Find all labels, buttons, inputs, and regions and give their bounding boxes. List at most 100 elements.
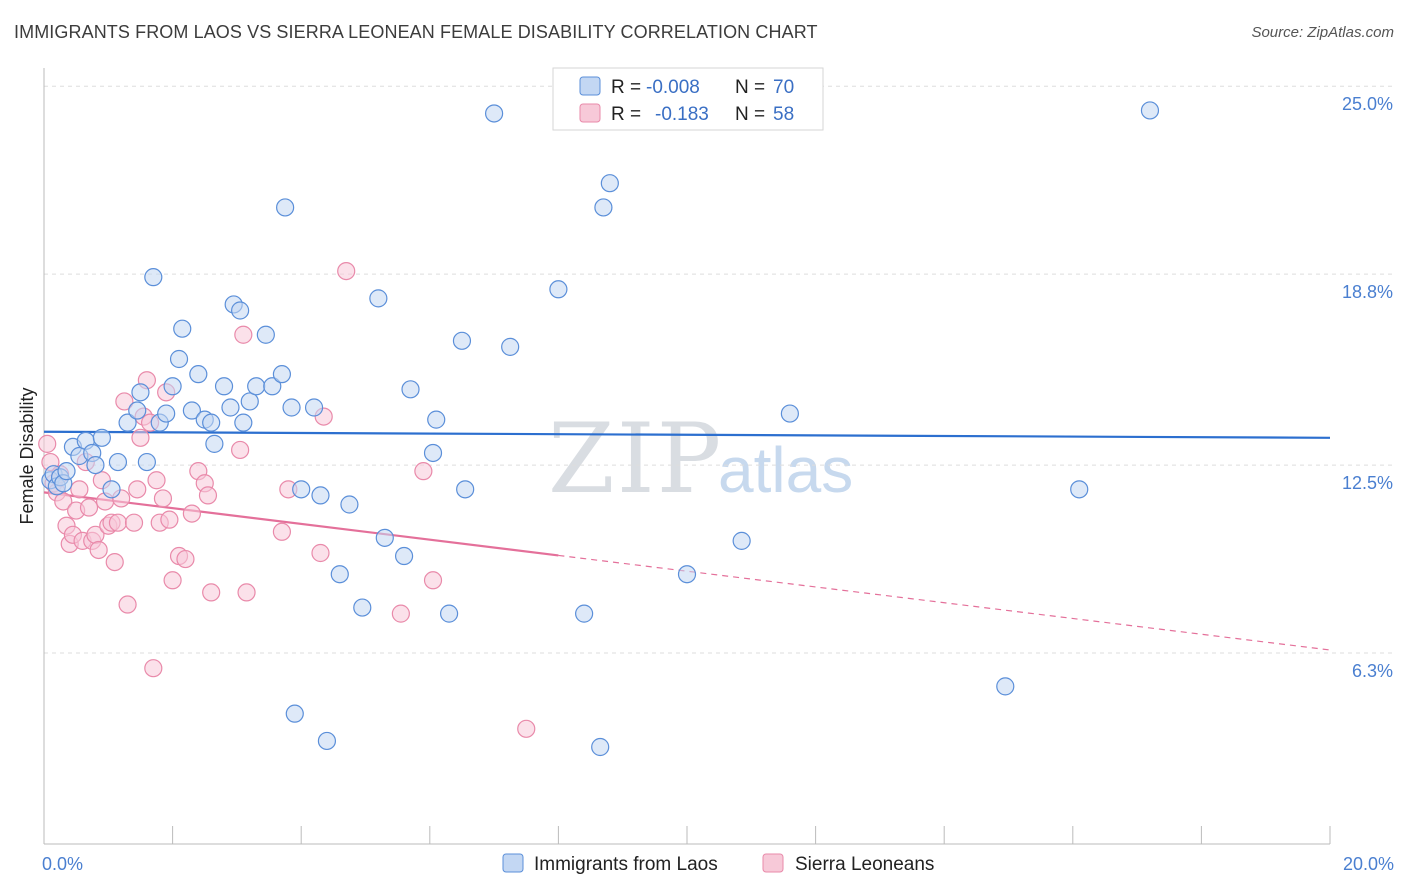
data-point-laos — [600, 174, 619, 193]
data-point-laos — [221, 398, 240, 417]
data-point-laos — [375, 528, 394, 547]
data-point-laos — [427, 410, 446, 429]
trend-line-blue — [43, 430, 1331, 439]
data-point-laos — [591, 737, 610, 757]
data-point-laos — [163, 377, 182, 396]
trend-lines — [43, 430, 1331, 651]
chart-source: Source: ZipAtlas.com — [1251, 24, 1394, 41]
data-point-laos — [92, 428, 111, 447]
data-point-laos — [144, 268, 163, 287]
watermark-atlas: atlas — [718, 434, 853, 506]
data-point-laos — [189, 365, 208, 384]
data-point-sierra-leonean — [234, 325, 253, 344]
data-point-laos — [304, 398, 324, 417]
data-point-sierra-leonean — [176, 549, 195, 569]
data-point-laos — [240, 392, 259, 411]
data-point-laos — [549, 280, 568, 299]
y-tick-label: 6.3% — [1352, 661, 1393, 681]
data-point-sierra-leonean — [70, 480, 89, 499]
data-point-sierra-leonean — [38, 434, 57, 453]
data-point-sierra-leonean — [105, 552, 124, 572]
legend-n-label-sierra: N = — [735, 104, 765, 125]
data-point-sierra-leonean — [54, 492, 73, 511]
data-point-laos — [996, 677, 1015, 696]
data-point-laos — [485, 104, 504, 123]
data-point-sierra-leonean — [272, 522, 292, 541]
y-tick-label: 12.5% — [1342, 473, 1393, 493]
legend-r-label-laos: R = — [611, 77, 641, 98]
data-point-sierra-leonean — [311, 543, 330, 563]
bottom-legend-swatch-sierra — [762, 853, 784, 873]
data-point-sierra-leonean — [131, 428, 150, 447]
legend-swatch-sierra — [579, 103, 601, 123]
data-point-laos — [57, 462, 76, 481]
data-point-laos — [157, 404, 176, 423]
data-point-laos — [456, 480, 475, 499]
bottom-legend-label-sierra: Sierra Leoneans — [795, 854, 934, 875]
legend: R = -0.008 N = 70 R = -0.183 N = 58 — [552, 67, 824, 131]
data-point-laos — [276, 198, 295, 217]
data-point-laos — [214, 377, 234, 396]
data-point-laos — [401, 380, 420, 399]
data-point-sierra-leonean — [237, 583, 256, 602]
data-point-laos — [234, 413, 253, 432]
data-point-sierra-leonean — [163, 571, 182, 590]
legend-swatch-laos — [579, 76, 601, 96]
data-point-laos — [205, 434, 224, 453]
data-point-laos — [263, 377, 282, 396]
data-point-laos — [501, 337, 520, 356]
data-point-laos — [677, 565, 697, 584]
y-tick-label: 25.0% — [1342, 94, 1393, 114]
data-point-laos — [780, 404, 799, 423]
data-point-sierra-leonean — [118, 595, 137, 614]
data-point-sierra-leonean — [198, 486, 218, 505]
x-tick-label: 20.0% — [1343, 854, 1394, 874]
data-point-sierra-leonean — [202, 583, 221, 602]
ticks: 6.3% 12.5% 18.8% 25.0% 0.0% 20.0% — [42, 94, 1394, 874]
legend-r-value-laos: -0.008 — [646, 77, 700, 98]
bottom-legend: Immigrants from Laos Sierra Leoneans — [502, 853, 934, 875]
trend-line-extension-pink — [558, 554, 1331, 651]
chart-title: IMMIGRANTS FROM LAOS VS SIERRA LEONEAN F… — [14, 22, 818, 42]
data-point-laos — [292, 480, 311, 499]
data-point-laos — [311, 486, 330, 505]
legend-r-label-sierra: R = — [611, 104, 641, 125]
y-axis-label: Female Disability — [17, 387, 37, 524]
data-point-sierra-leonean — [231, 440, 250, 460]
data-point-laos — [231, 301, 250, 320]
legend-r-value-sierra: -0.183 — [655, 104, 709, 125]
data-point-sierra-leonean — [144, 659, 163, 678]
legend-n-label-laos: N = — [735, 77, 765, 98]
data-point-laos — [102, 480, 121, 499]
data-point-laos — [594, 198, 613, 217]
data-points — [38, 101, 1160, 757]
data-point-sierra-leonean — [423, 571, 443, 590]
legend-n-value-sierra: 58 — [773, 104, 794, 125]
data-point-laos — [202, 413, 221, 432]
grid — [44, 85, 1392, 654]
data-point-laos — [256, 325, 275, 344]
data-point-sierra-leonean — [153, 489, 173, 508]
data-point-laos — [86, 455, 105, 475]
data-point-sierra-leonean — [160, 510, 179, 529]
data-point-sierra-leonean — [337, 261, 356, 281]
data-point-laos — [317, 731, 337, 751]
data-point-laos — [247, 377, 266, 396]
data-point-laos — [330, 565, 349, 584]
data-point-laos — [169, 349, 189, 369]
data-point-laos — [439, 604, 459, 623]
data-point-laos — [369, 289, 388, 308]
data-point-sierra-leonean — [128, 480, 147, 499]
x-tick-label: 0.0% — [42, 854, 83, 874]
data-point-laos — [452, 331, 472, 350]
watermark-zip: ZIP — [548, 403, 723, 515]
data-point-sierra-leonean — [391, 604, 410, 623]
trend-line-pink — [43, 491, 559, 557]
data-point-laos — [173, 319, 192, 338]
data-point-laos — [272, 365, 292, 384]
data-point-laos — [131, 383, 150, 402]
data-point-laos — [353, 598, 372, 617]
data-point-sierra-leonean — [414, 462, 433, 481]
